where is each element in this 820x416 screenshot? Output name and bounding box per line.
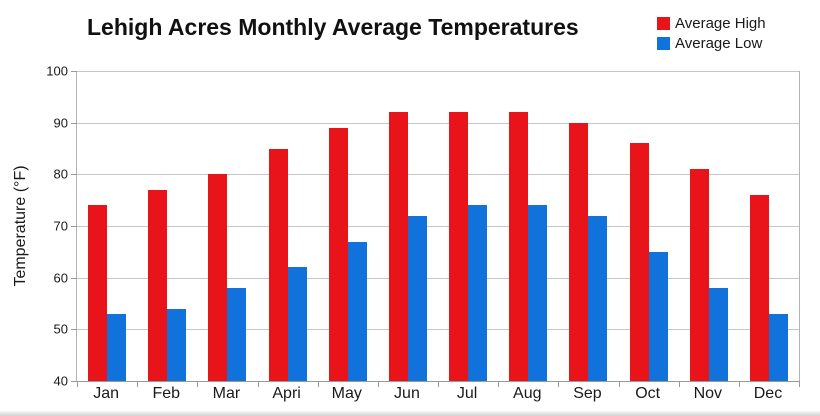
bar-low-feb bbox=[167, 308, 187, 381]
x-label-nov: Nov bbox=[693, 385, 723, 402]
x-label-mar: Mar bbox=[212, 385, 241, 402]
bar-group-jun bbox=[378, 71, 438, 381]
bar-low-mar bbox=[227, 288, 247, 381]
bar-group-oct bbox=[619, 71, 679, 381]
gridline-90 bbox=[77, 122, 799, 124]
plot-area bbox=[71, 71, 800, 387]
bar-low-apri bbox=[287, 267, 307, 381]
legend-swatch-low bbox=[657, 37, 670, 50]
x-label-aug: Aug bbox=[513, 385, 542, 402]
bar-high-apri bbox=[268, 148, 288, 381]
bar-high-may bbox=[328, 127, 348, 381]
x-label-dec: Dec bbox=[753, 385, 783, 402]
bar-group-mar bbox=[197, 71, 257, 381]
x-tick-0 bbox=[77, 381, 78, 387]
x-tick-3 bbox=[257, 381, 259, 387]
bar-high-sep bbox=[569, 122, 589, 381]
x-label-jul: Jul bbox=[456, 385, 478, 402]
chart-legend: Average High Average Low bbox=[657, 15, 766, 52]
y-tick-label-100: 100 bbox=[46, 63, 68, 79]
bar-high-aug bbox=[509, 112, 529, 381]
x-tick-6 bbox=[438, 381, 439, 387]
bar-high-jun bbox=[388, 112, 408, 381]
bars-layer bbox=[77, 71, 799, 381]
y-tick-label-80: 80 bbox=[53, 166, 68, 182]
y-tick-70 bbox=[71, 226, 77, 227]
x-tick-7 bbox=[498, 381, 500, 387]
bar-high-feb bbox=[148, 189, 168, 381]
y-tick-label-40: 40 bbox=[53, 373, 68, 389]
bar-group-jul bbox=[438, 71, 498, 381]
x-label-jan: Jan bbox=[93, 385, 119, 402]
x-tick-11 bbox=[738, 381, 740, 387]
bar-low-dec bbox=[768, 313, 788, 381]
bar-high-nov bbox=[689, 169, 709, 381]
bar-group-may bbox=[318, 71, 378, 381]
bar-high-dec bbox=[749, 195, 769, 381]
y-tick-label-60: 60 bbox=[53, 270, 68, 286]
y-tick-100 bbox=[71, 71, 77, 72]
bar-group-nov bbox=[679, 71, 739, 381]
y-tick-label-50: 50 bbox=[53, 321, 68, 337]
x-tick-12 bbox=[799, 381, 800, 387]
x-label-jun: Jun bbox=[394, 385, 420, 402]
gridline-80 bbox=[77, 174, 799, 176]
gridline-60 bbox=[77, 277, 799, 279]
y-tick-40 bbox=[71, 381, 77, 382]
x-axis-labels: Jan Feb Mar Apri May Jun Jul Aug Sep Oct Nov Dec bbox=[76, 385, 798, 403]
bar-low-aug bbox=[528, 205, 548, 381]
bar-low-oct bbox=[648, 251, 668, 381]
bar-low-jun bbox=[407, 215, 427, 381]
bar-high-jul bbox=[449, 112, 469, 381]
y-tick-90 bbox=[71, 122, 77, 124]
legend-swatch-high bbox=[657, 17, 670, 30]
x-tick-10 bbox=[678, 381, 680, 387]
y-tick-label-90: 90 bbox=[53, 115, 68, 131]
bar-high-jan bbox=[88, 205, 108, 381]
bar-group-feb bbox=[137, 71, 197, 381]
bar-group-apri bbox=[258, 71, 318, 381]
x-label-may: May bbox=[331, 385, 362, 402]
y-tick-60 bbox=[71, 277, 77, 279]
x-tick-8 bbox=[558, 381, 560, 387]
legend-label-high: Average High bbox=[675, 15, 766, 32]
gridline-100 bbox=[77, 71, 799, 72]
bar-group-sep bbox=[558, 71, 618, 381]
chart-title: Lehigh Acres Monthly Average Temperature… bbox=[87, 14, 579, 40]
legend-item-average-low: Average Low bbox=[657, 35, 766, 52]
x-tick-5 bbox=[377, 381, 379, 387]
gridline-50 bbox=[77, 329, 799, 331]
x-label-sep: Sep bbox=[573, 385, 602, 402]
bar-low-jan bbox=[107, 313, 127, 381]
x-label-oct: Oct bbox=[635, 385, 661, 402]
x-tick-2 bbox=[197, 381, 199, 387]
bottom-edge-shadow bbox=[0, 411, 820, 416]
bar-low-nov bbox=[708, 288, 728, 381]
bar-group-aug bbox=[498, 71, 558, 381]
gridline-70 bbox=[77, 226, 799, 227]
bar-low-may bbox=[347, 241, 367, 381]
bar-low-jul bbox=[468, 205, 488, 381]
x-tick-4 bbox=[317, 381, 319, 387]
y-tick-label-70: 70 bbox=[53, 218, 68, 234]
y-tick-80 bbox=[71, 174, 77, 176]
bar-high-oct bbox=[629, 143, 649, 381]
bar-group-dec bbox=[739, 71, 799, 381]
x-tick-1 bbox=[137, 381, 139, 387]
x-label-apri: Apri bbox=[272, 385, 301, 402]
y-tick-50 bbox=[71, 329, 77, 331]
x-label-feb: Feb bbox=[152, 385, 181, 402]
bar-low-sep bbox=[588, 215, 608, 381]
legend-label-low: Average Low bbox=[675, 35, 763, 52]
bar-high-mar bbox=[208, 174, 228, 381]
legend-item-average-high: Average High bbox=[657, 15, 766, 32]
x-tick-9 bbox=[618, 381, 620, 387]
bar-group-jan bbox=[77, 71, 137, 381]
